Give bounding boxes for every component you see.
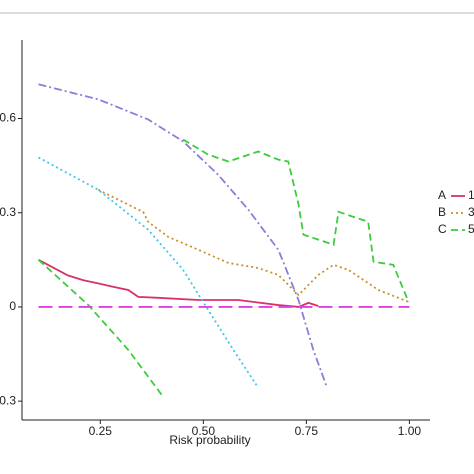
y-tick-label: -0.3 (0, 393, 16, 407)
legend-key: A (438, 188, 446, 202)
y-tick-label: 0 (9, 299, 16, 313)
series-line (182, 138, 410, 303)
x-tick-label: 0.50 (192, 424, 216, 438)
series-line (37, 259, 165, 398)
y-tick-label: 0.6 (0, 111, 16, 125)
x-tick-label: 0.25 (89, 424, 113, 438)
legend-label: 5 (468, 222, 474, 236)
legend-key: B (438, 205, 446, 219)
series-line (97, 188, 409, 303)
y-tick-label: 0.3 (0, 205, 16, 219)
series-line (38, 259, 319, 308)
series-line (38, 156, 258, 386)
x-tick-label: 1.00 (398, 424, 422, 438)
x-tick-label: 0.75 (295, 424, 319, 438)
series-line (38, 83, 327, 386)
legend-label: 1 (468, 188, 474, 202)
x-axis-title: Risk probability (169, 433, 250, 447)
legend-label: 3 (468, 205, 474, 219)
legend-key: C (438, 222, 447, 236)
